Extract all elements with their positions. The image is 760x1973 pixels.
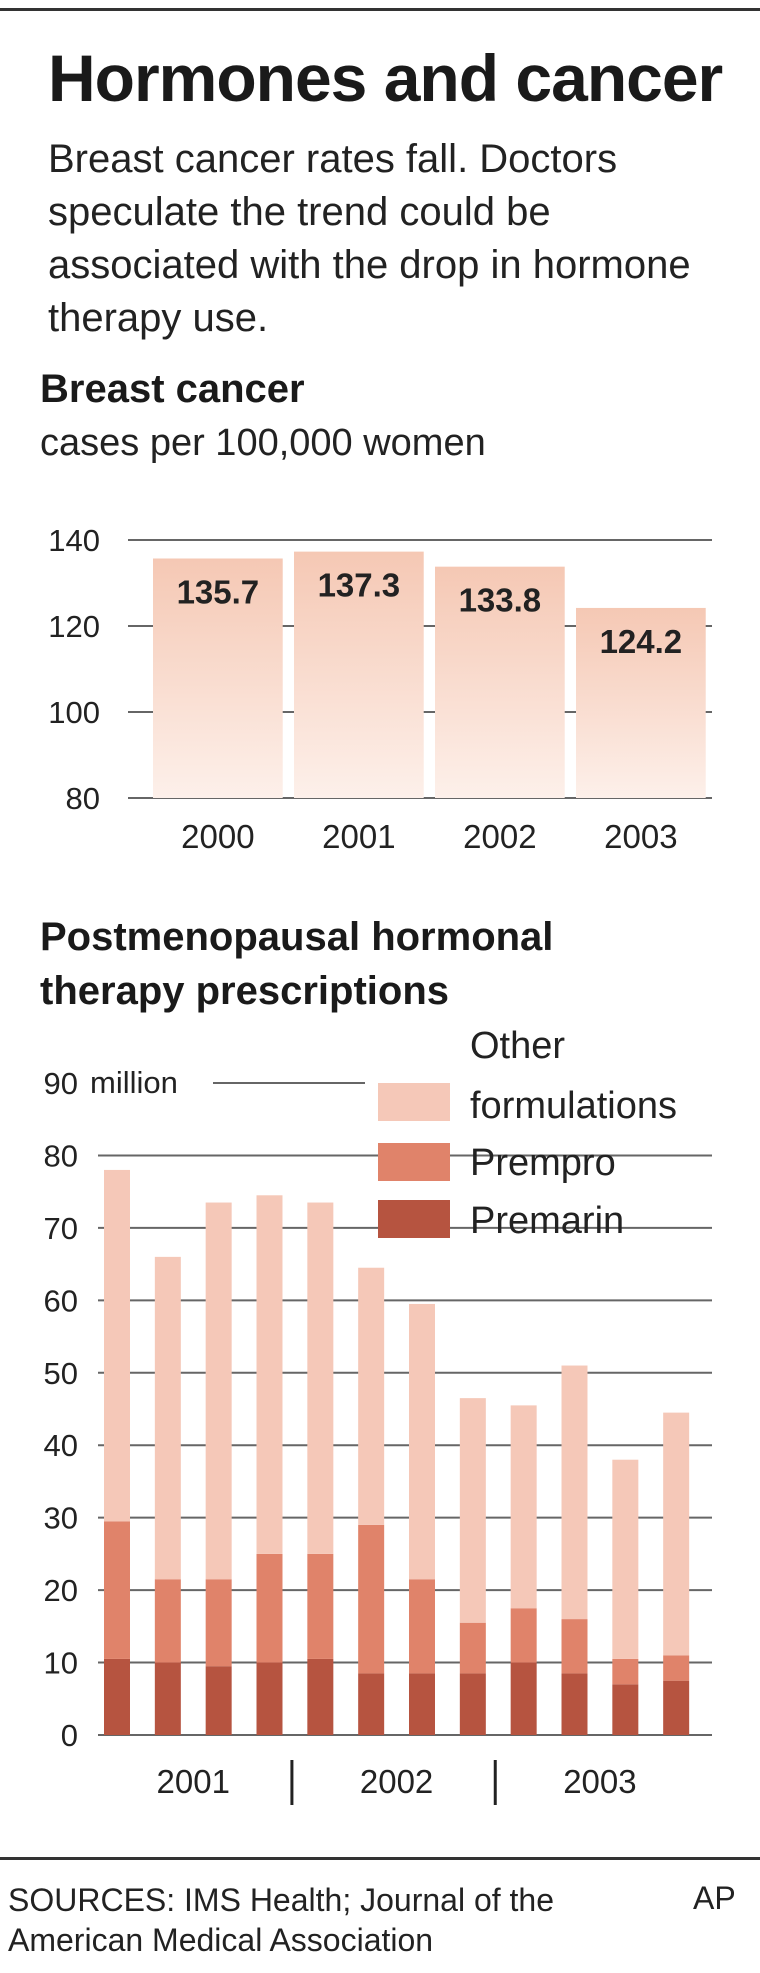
prescriptions-bar-segment <box>358 1673 385 1735</box>
prescriptions-bar-segment <box>459 1622 486 1674</box>
prescriptions-bar-segment <box>256 1553 283 1663</box>
prescriptions-bar-segment <box>663 1655 690 1681</box>
prescriptions-bar-segment <box>154 1662 181 1735</box>
prescriptions-y-tick: 70 <box>44 1211 78 1246</box>
legend-label: Prempro <box>470 1142 616 1184</box>
sources-note: SOURCES: IMS Health; Journal of the Amer… <box>8 1882 554 1958</box>
prescriptions-bar-segment <box>409 1579 435 1674</box>
prescriptions-bar-segment <box>561 1673 588 1735</box>
prescriptions-bar-segment <box>256 1195 283 1554</box>
prescriptions-y-tick: 20 <box>44 1573 78 1608</box>
prescriptions-bar-segment <box>104 1169 130 1522</box>
hormone-therapy-chart-title: Postmenopausal hormonal therapy prescrip… <box>40 915 554 1013</box>
prescriptions-bar-segment <box>561 1365 588 1620</box>
prescriptions-y-tick: 10 <box>44 1646 78 1681</box>
prescriptions-bar-segment <box>409 1673 435 1735</box>
prescriptions-bar-segment <box>307 1202 334 1554</box>
prescriptions-year-label: 2001 <box>157 1763 230 1800</box>
legend-swatch <box>378 1200 450 1238</box>
prescriptions-y-tick: 80 <box>44 1138 78 1173</box>
breast-cancer-chart: 80 100 120 140 135.7 2000 137.3 2001 133.8 2002 12… <box>48 523 712 855</box>
prescriptions-bar-segment <box>612 1658 639 1685</box>
prescriptions-bar-segment <box>154 1579 181 1663</box>
prescriptions-bar-segment <box>510 1608 537 1663</box>
prescriptions-bar-segment <box>205 1579 232 1667</box>
breast-cancer-value-label: 137.3 <box>318 567 401 604</box>
prescriptions-bar-segment <box>307 1553 334 1659</box>
breast-cancer-y-tick: 120 <box>48 609 100 644</box>
breast-cancer-chart-unit: cases per 100,000 women <box>40 422 486 464</box>
prescriptions-year-label: 2002 <box>360 1763 433 1800</box>
breast-cancer-y-tick: 80 <box>66 781 100 816</box>
breast-cancer-bar <box>435 566 565 798</box>
prescriptions-bar-segment <box>663 1412 690 1656</box>
prescriptions-bar-segment <box>358 1267 385 1525</box>
breast-cancer-y-tick: 100 <box>48 695 100 730</box>
prescriptions-bar-segment <box>612 1459 639 1659</box>
legend-label: Other <box>470 1025 565 1067</box>
prescriptions-bar-segment <box>358 1524 385 1674</box>
prescriptions-bar-segment <box>561 1619 588 1674</box>
prescriptions-y-tick: 50 <box>44 1356 78 1391</box>
prescriptions-bar-segment <box>612 1684 639 1735</box>
top-rule <box>0 8 760 11</box>
breast-cancer-value-label: 133.8 <box>459 582 542 619</box>
breast-cancer-value-label: 135.7 <box>177 573 260 610</box>
prescriptions-bar-segment <box>510 1662 537 1735</box>
prescriptions-bar-segment <box>104 1658 130 1735</box>
prescriptions-y-tick: 30 <box>44 1501 78 1536</box>
prescriptions-bar-segment <box>409 1303 435 1580</box>
breast-cancer-bar <box>576 607 706 798</box>
prescriptions-bar-segment <box>104 1521 130 1659</box>
prescriptions-bar-segment <box>459 1673 486 1735</box>
prescriptions-y-tick: 0 <box>61 1718 78 1753</box>
breast-cancer-chart-title: Breast cancer <box>40 367 305 411</box>
prescriptions-bar-segment <box>307 1658 334 1735</box>
legend-label: formulations <box>470 1085 677 1127</box>
prescriptions-bar-segment <box>510 1405 537 1609</box>
prescriptions-bar-segment <box>459 1398 486 1623</box>
breast-cancer-value-label: 124.2 <box>600 623 683 660</box>
prescriptions-y-tick: 40 <box>44 1428 78 1463</box>
legend-label: Premarin <box>470 1200 624 1242</box>
bottom-rule <box>0 1857 760 1860</box>
breast-cancer-year-label: 2002 <box>463 818 536 855</box>
breast-cancer-year-label: 2003 <box>604 818 677 855</box>
prescriptions-year-label: 2003 <box>563 1763 636 1800</box>
breast-cancer-bar <box>294 551 424 798</box>
breast-cancer-bar <box>153 558 283 798</box>
page-title: Hormones and cancer <box>48 41 723 115</box>
breast-cancer-year-label: 2000 <box>181 818 254 855</box>
breast-cancer-y-tick: 140 <box>48 523 100 558</box>
prescriptions-bar-segment <box>154 1256 181 1580</box>
breast-cancer-year-label: 2001 <box>322 818 395 855</box>
legend-swatch <box>378 1083 450 1121</box>
prescriptions-y-tick: 90 <box>44 1066 78 1101</box>
prescriptions-bar-segment <box>663 1680 690 1735</box>
legend-swatch <box>378 1143 450 1181</box>
page-subtitle: Breast cancer rates fall. Doctors specul… <box>48 137 691 340</box>
prescriptions-y-unit: million <box>90 1065 178 1100</box>
credit-label: AP <box>693 1880 736 1916</box>
hormone-therapy-chart: 0 10 20 30 40 50 60 70 80 90 million 2001 2002 2003 O… <box>44 1025 712 1805</box>
prescriptions-bar-segment <box>256 1662 283 1735</box>
prescriptions-bar-segment <box>205 1666 232 1735</box>
prescriptions-y-tick: 60 <box>44 1283 78 1318</box>
prescriptions-bar-segment <box>205 1202 232 1580</box>
